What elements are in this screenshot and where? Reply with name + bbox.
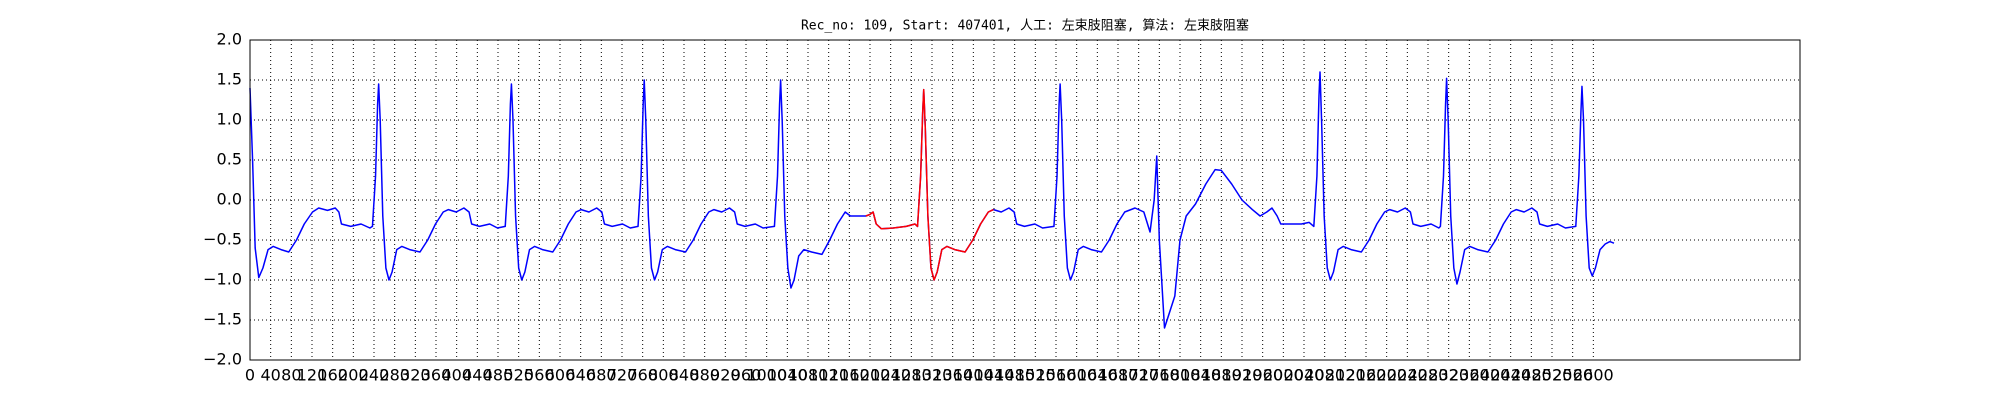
x-tick-label: 160 <box>317 366 348 385</box>
x-tick-label: 1840 <box>1180 366 1221 385</box>
x-tick-label: 1160 <box>829 366 870 385</box>
x-tick-label: 840 <box>669 366 700 385</box>
x-tick-label: 1800 <box>1160 366 1201 385</box>
y-tick-label: 2.0 <box>217 30 242 49</box>
y-tick-label: −2.0 <box>203 350 242 369</box>
x-tick-label: 1240 <box>870 366 911 385</box>
x-tick-label: 2160 <box>1346 366 1387 385</box>
x-tick-label: 1720 <box>1118 366 1159 385</box>
x-tick-label: 1560 <box>1036 366 1077 385</box>
ecg-line <box>865 88 994 281</box>
x-tick-label: 480 <box>483 366 514 385</box>
x-tick-label: 1440 <box>974 366 1015 385</box>
x-tick-label: 2480 <box>1511 366 1552 385</box>
x-tick-label: 2240 <box>1387 366 1428 385</box>
x-tick-label: 960 <box>731 366 762 385</box>
x-tick-label: 2120 <box>1325 366 1366 385</box>
x-tick-label: 2200 <box>1366 366 1407 385</box>
x-tick-label: 80 <box>281 366 301 385</box>
x-tick-label: 1120 <box>808 366 849 385</box>
x-tick-label: 2400 <box>1470 366 1511 385</box>
x-tick-label: 2280 <box>1408 366 1449 385</box>
x-tick-label: 880 <box>689 366 720 385</box>
x-tick-label: 2600 <box>1573 366 1614 385</box>
x-tick-label: 400 <box>441 366 472 385</box>
x-tick-label: 240 <box>359 366 390 385</box>
x-tick-label: 920 <box>710 366 741 385</box>
x-tick-label: 40 <box>260 366 280 385</box>
y-tick-label: −0.5 <box>203 230 242 249</box>
x-tick-label: 600 <box>545 366 576 385</box>
y-tick-label: 0.0 <box>217 190 242 209</box>
x-tick-label: 1920 <box>1222 366 1263 385</box>
x-tick-label: 640 <box>565 366 596 385</box>
x-tick-label: 760 <box>627 366 658 385</box>
x-tick-label: 720 <box>607 366 638 385</box>
x-tick-label: 1520 <box>1015 366 1056 385</box>
y-tick-label: 1.5 <box>217 70 242 89</box>
x-tick-label: 120 <box>297 366 328 385</box>
x-tick-label: 1680 <box>1098 366 1139 385</box>
x-tick-label: 360 <box>421 366 452 385</box>
x-tick-label: 2000 <box>1263 366 1304 385</box>
x-tick-label: 440 <box>462 366 493 385</box>
x-tick-label: 1280 <box>891 366 932 385</box>
plot-frame <box>249 39 1801 361</box>
x-tick-label: 2360 <box>1449 366 1490 385</box>
x-tick-label: 1960 <box>1242 366 1283 385</box>
y-tick-label: 0.5 <box>217 150 242 169</box>
x-tick-label: 200 <box>338 366 369 385</box>
x-tick-label: 0 <box>245 366 255 385</box>
chart-title: Rec_no: 109, Start: 407401, 人工: 左束肢阻塞, 算… <box>801 18 1249 34</box>
x-tick-label: 1600 <box>1056 366 1097 385</box>
x-tick-label: 1040 <box>767 366 808 385</box>
y-tick-label: −1.5 <box>203 310 242 329</box>
x-tick-label: 280 <box>379 366 410 385</box>
x-tick-label: 800 <box>648 366 679 385</box>
x-tick-label: 520 <box>503 366 534 385</box>
x-tick-label: 2560 <box>1552 366 1593 385</box>
x-tick-label: 1080 <box>788 366 829 385</box>
x-tick-label: 1640 <box>1077 366 1118 385</box>
x-tick-label: 1200 <box>850 366 891 385</box>
x-tick-label: 2440 <box>1490 366 1531 385</box>
y-tick-label: 1.0 <box>217 110 242 129</box>
x-tick-label: 320 <box>400 366 431 385</box>
x-tick-label: 1360 <box>932 366 973 385</box>
x-tick-label: 2320 <box>1428 366 1469 385</box>
x-tick-label: 1760 <box>1139 366 1180 385</box>
x-tick-label: 2080 <box>1304 366 1345 385</box>
x-tick-label: 2520 <box>1532 366 1573 385</box>
x-tick-label: 560 <box>524 366 555 385</box>
x-tick-label: 1480 <box>994 366 1035 385</box>
x-tick-label: 1320 <box>912 366 953 385</box>
x-tick-label: 1880 <box>1201 366 1242 385</box>
y-tick-label: −1.0 <box>203 270 242 289</box>
x-tick-label: 1400 <box>953 366 994 385</box>
x-tick-label: 1000 <box>746 366 787 385</box>
x-tick-label: 680 <box>586 366 617 385</box>
x-tick-label: 2040 <box>1284 366 1325 385</box>
